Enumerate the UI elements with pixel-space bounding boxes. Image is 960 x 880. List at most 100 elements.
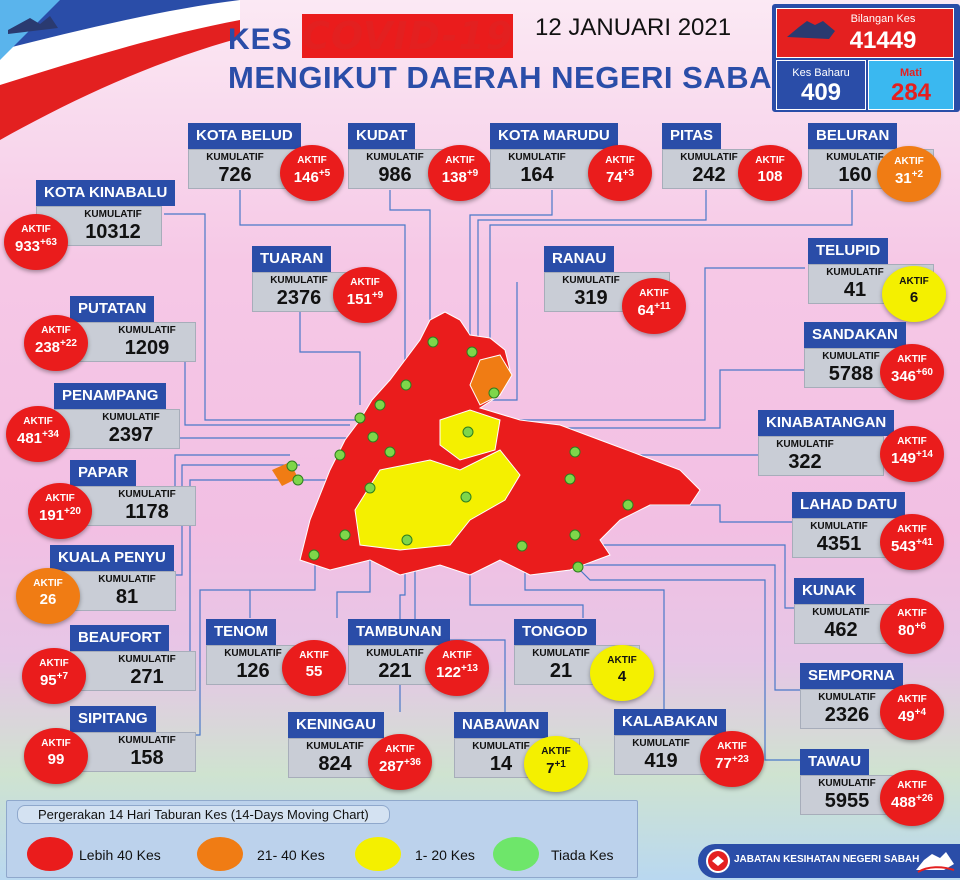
aktif-label: AKTIF [894, 156, 924, 167]
aktif-label: AKTIF [897, 694, 927, 705]
aktif-count: 149 [891, 450, 917, 467]
aktif-delta: +34 [42, 429, 59, 440]
kumulatif-label: KUMULATIF [508, 152, 566, 163]
kumulatif-label: KUMULATIF [818, 692, 876, 703]
aktif-delta: +22 [60, 338, 77, 349]
aktif-count: 138 [441, 169, 467, 186]
aktif-delta: +14 [916, 449, 933, 460]
aktif-count: 74 [605, 169, 623, 186]
aktif-delta: +2 [911, 169, 924, 180]
aktif-count: 543 [891, 538, 917, 555]
kumulatif-value: 319 [574, 287, 608, 309]
district-name: LAHAD DATU [792, 492, 906, 518]
kumulatif-value: 242 [692, 164, 726, 186]
aktif-count: 108 [757, 168, 783, 185]
kumulatif-value: 81 [115, 586, 139, 608]
aktif-delta: +9 [371, 290, 384, 301]
aktif-value: 287+36 [368, 757, 432, 775]
aktif-count: 238 [35, 339, 61, 356]
aktif-badge-putatan: AKTIF 238+22 [24, 315, 88, 371]
aktif-delta: +41 [916, 537, 933, 548]
aktif-badge-kinabatangan: AKTIF 149+14 [880, 426, 944, 482]
district-name: KENINGAU [288, 712, 385, 738]
legend-title: Pergerakan 14 Hari Taburan Kes (14-Days … [17, 805, 390, 824]
aktif-value: 64+11 [622, 301, 686, 319]
aktif-badge-keningau: AKTIF 287+36 [368, 734, 432, 790]
kumulatif-label: KUMULATIF [810, 521, 868, 532]
kumulatif-value: 221 [378, 660, 412, 682]
aktif-value: 191+20 [28, 506, 92, 524]
legend-swatch-yellow [355, 837, 401, 871]
kumulatif-label: KUMULATIF [118, 489, 176, 500]
covid-title: COVID-19 [302, 14, 514, 58]
aktif-count: 77 [715, 755, 732, 772]
kumulatif-value: 41 [843, 279, 867, 301]
aktif-delta: +3 [622, 168, 635, 179]
aktif-label: AKTIF [605, 155, 635, 166]
aktif-badge-tuaran: AKTIF 151+9 [333, 267, 397, 323]
district-name: BELURAN [808, 123, 898, 149]
aktif-label: AKTIF [45, 493, 75, 504]
kumulatif-value: 271 [130, 666, 164, 688]
district-name: TONGOD [514, 619, 596, 645]
aktif-count: 146 [293, 169, 319, 186]
aktif-count: 287 [379, 758, 405, 775]
district-name: TELUPID [808, 238, 889, 264]
kumulatif-label: KUMULATIF [826, 267, 884, 278]
aktif-label: AKTIF [899, 276, 929, 287]
aktif-value: 99 [24, 751, 88, 768]
aktif-label: AKTIF [41, 325, 71, 336]
new-cases: 409 [800, 79, 842, 106]
district-body: KUMULATIF 322 [758, 436, 884, 476]
aktif-badge-sandakan: AKTIF 346+60 [880, 344, 944, 400]
aktif-label: AKTIF [755, 155, 785, 166]
aktif-badge-semporna: AKTIF 49+4 [880, 684, 944, 740]
aktif-value: 74+3 [588, 168, 652, 186]
aktif-value: 543+41 [880, 537, 944, 555]
kumulatif-value: 824 [318, 753, 352, 775]
aktif-badge-tongod: AKTIF 4 [590, 645, 654, 701]
aktif-delta: +13 [461, 663, 478, 674]
aktif-badge-tambunan: AKTIF 122+13 [425, 640, 489, 696]
kumulatif-label: KUMULATIF [562, 275, 620, 286]
district-name: KUNAK [794, 578, 865, 604]
aktif-delta: +1 [554, 759, 566, 770]
district-name: SANDAKAN [804, 322, 906, 348]
aktif-value: 108 [738, 168, 802, 185]
aktif-value: 146+5 [280, 168, 344, 186]
kumulatif-value: 462 [824, 619, 858, 641]
aktif-count: 95 [39, 672, 57, 689]
aktif-value: 933+63 [4, 237, 68, 255]
kumulatif-value: 4351 [816, 533, 862, 555]
district-name: TAWAU [800, 749, 870, 775]
kumulatif-value: 164 [520, 164, 554, 186]
kumulatif-label: KUMULATIF [818, 778, 876, 789]
legend-swatch-green [493, 837, 539, 871]
aktif-badge-lahad-datu: AKTIF 543+41 [880, 514, 944, 570]
aktif-value: 95+7 [22, 671, 86, 689]
district-name: KINABATANGAN [758, 410, 895, 436]
aktif-value: 238+22 [24, 338, 88, 356]
aktif-label: AKTIF [897, 780, 927, 791]
aktif-delta: +36 [404, 757, 421, 768]
aktif-delta: +6 [914, 621, 927, 632]
aktif-count: 933 [15, 238, 41, 255]
aktif-value: 31+2 [877, 169, 941, 187]
aktif-count: 122 [436, 664, 462, 681]
kumulatif-label: KUMULATIF [366, 648, 424, 659]
district-name: KUDAT [348, 123, 416, 149]
aktif-value: 4 [590, 668, 654, 685]
kumulatif-value: 158 [130, 747, 164, 769]
kumulatif-label: KUMULATIF [306, 741, 364, 752]
footer-text: JABATAN KESIHATAN NEGERI SABAH [734, 854, 920, 865]
district-name: TUARAN [252, 246, 332, 272]
kumulatif-value: 10312 [85, 221, 141, 243]
aktif-label: AKTIF [717, 741, 747, 752]
aktif-value: 55 [282, 663, 346, 680]
district-name: NABAWAN [454, 712, 548, 738]
aktif-delta: +20 [64, 506, 81, 517]
kumulatif-label: KUMULATIF [366, 152, 424, 163]
aktif-delta: +23 [731, 754, 749, 765]
aktif-value: 6 [882, 289, 946, 306]
aktif-badge-kunak: AKTIF 80+6 [880, 598, 944, 654]
